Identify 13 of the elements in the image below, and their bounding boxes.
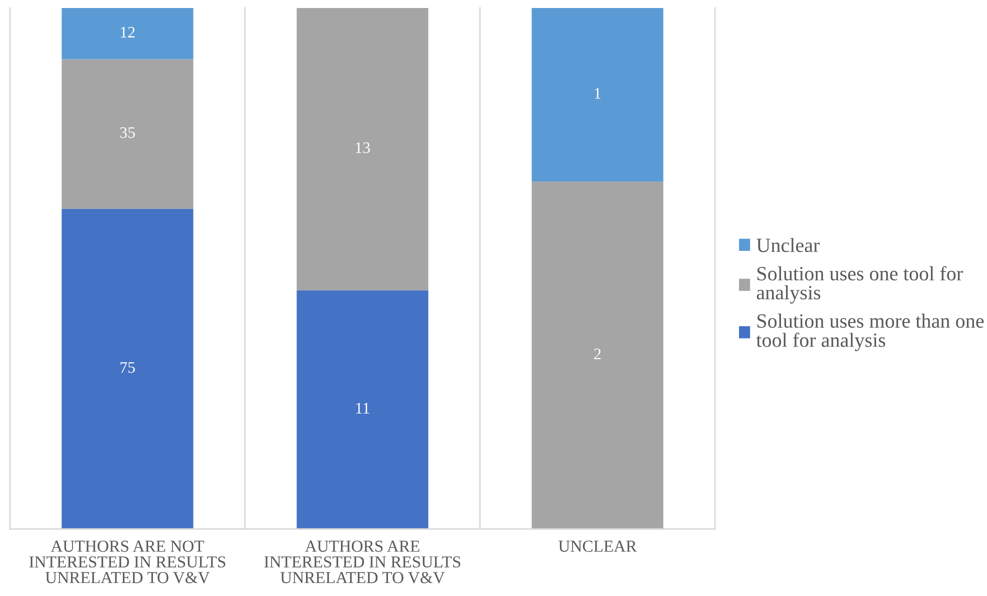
data-label: 13 (356, 142, 370, 154)
data-label: 12 (120, 26, 135, 38)
data-label: 1 (594, 88, 601, 99)
data-label: 2 (594, 348, 601, 360)
data-label: 75 (120, 362, 135, 373)
x-tick-label: AUTHORS ARE NOT INTERESTED IN RESULTS UNRELATED TO V&V (29, 540, 226, 584)
x-tick-label: AUTHORS ARE INTERESTED IN RESULTS UNRELATED TO V&V (264, 540, 460, 584)
legend-label: Solution uses one tool for analysis (756, 266, 963, 304)
legend-label: Unclear (756, 238, 820, 252)
legend-label: Solution uses more than one tool for analysis (756, 314, 984, 352)
x-tick-label: UNCLEAR (558, 540, 637, 552)
data-label: 11 (356, 402, 370, 414)
data-label: 35 (120, 127, 135, 138)
